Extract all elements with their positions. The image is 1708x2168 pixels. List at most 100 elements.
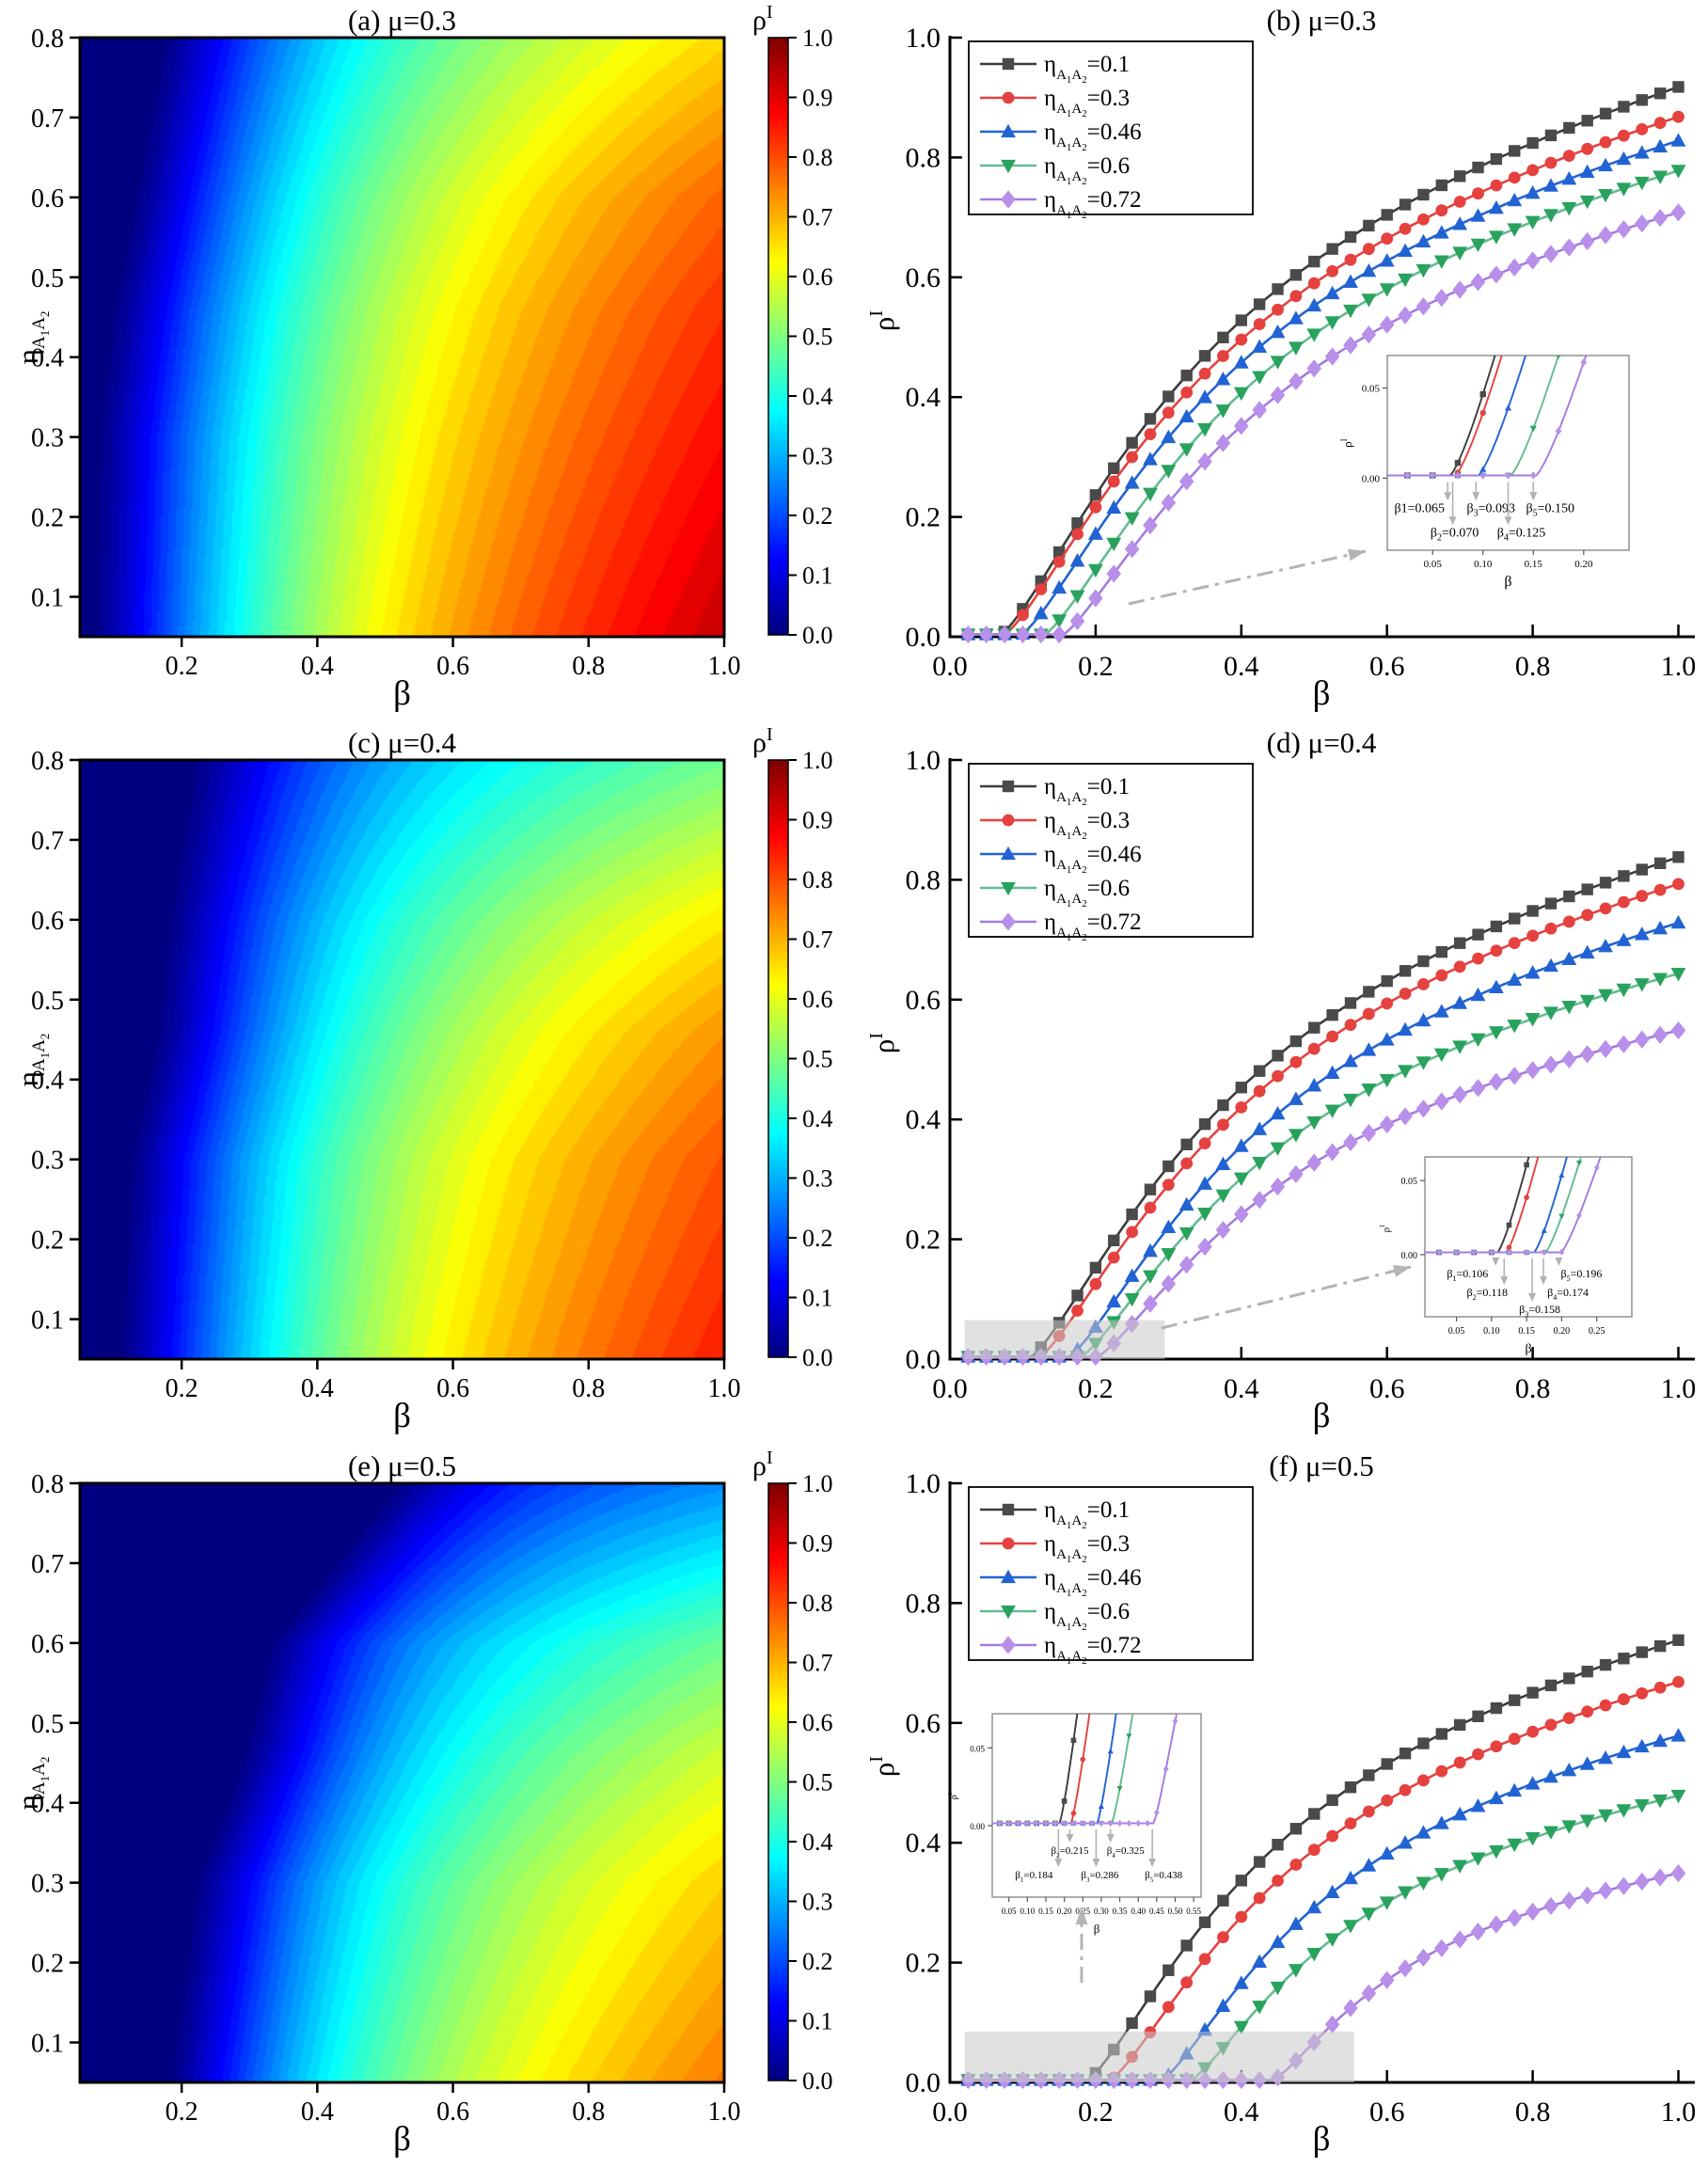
colorbar-2-label: ρI bbox=[752, 724, 773, 758]
marker-triangle-down bbox=[1233, 387, 1249, 402]
colorbar-tick-label: 0.1 bbox=[802, 1285, 833, 1312]
marker-triangle-down bbox=[1215, 404, 1231, 419]
inset-ylabel: ρI bbox=[1379, 1225, 1392, 1233]
y-tick-label: 0.8 bbox=[31, 24, 64, 54]
marker-diamond bbox=[1670, 203, 1686, 222]
series-line bbox=[964, 139, 1679, 636]
y-tick-label: 0.8 bbox=[906, 864, 941, 895]
colorbar-tick-label: 0.2 bbox=[802, 502, 833, 530]
marker-triangle-up bbox=[1653, 1733, 1668, 1748]
marker-square bbox=[1080, 1670, 1085, 1675]
marker-circle bbox=[1508, 171, 1521, 184]
marker-diamond bbox=[1507, 1067, 1523, 1085]
marker-square bbox=[1581, 49, 1587, 55]
marker-triangle-up bbox=[1653, 920, 1668, 935]
marker-triangle-up bbox=[1161, 429, 1177, 444]
marker-triangle-up bbox=[1124, 475, 1140, 489]
marker-triangle-up bbox=[1098, 1803, 1104, 1809]
threshold-annotation: β2=0.215 bbox=[1051, 1845, 1089, 1859]
panel-b-title: (b) μ=0.3 bbox=[1266, 4, 1377, 37]
marker-triangle-up bbox=[1543, 957, 1558, 973]
y-tick-label: 0.7 bbox=[31, 1550, 64, 1579]
marker-diamond bbox=[1429, 471, 1436, 480]
marker-triangle-up bbox=[1252, 1954, 1268, 1969]
marker-diamond bbox=[1106, 564, 1122, 583]
threshold-annotation: β1=0.106 bbox=[1447, 1267, 1488, 1283]
colorbar-tick-label: 0.1 bbox=[802, 562, 833, 590]
colorbar-tick-label: 0.3 bbox=[802, 1889, 833, 1916]
marker-circle bbox=[1599, 1699, 1612, 1712]
x-tick-label: 0.6 bbox=[436, 2097, 469, 2127]
marker-triangle-down bbox=[1052, 614, 1068, 628]
marker-triangle-down bbox=[1594, 1103, 1600, 1109]
marker-square bbox=[1629, 775, 1635, 781]
threshold-annotation: β5=0.196 bbox=[1560, 1267, 1602, 1283]
marker-triangle-down bbox=[1379, 1896, 1395, 1910]
marker-diamond bbox=[1052, 625, 1067, 644]
marker-circle bbox=[1490, 1740, 1503, 1753]
x-tick-label: 0.6 bbox=[436, 1374, 469, 1403]
legend-label: ηA1A2=0.46 bbox=[1044, 1565, 1142, 1599]
y-tick-label: 0.3 bbox=[31, 1147, 64, 1176]
marker-triangle-down bbox=[1135, 1679, 1141, 1685]
colorbar-tick-label: 0.6 bbox=[802, 263, 833, 291]
marker-square bbox=[1344, 997, 1357, 1009]
marker-circle bbox=[1417, 1774, 1430, 1787]
threshold-annotation: β4=0.174 bbox=[1547, 1286, 1589, 1302]
marker-triangle-down bbox=[1143, 487, 1158, 502]
marker-square bbox=[1162, 1160, 1175, 1173]
marker-triangle-down bbox=[1670, 1789, 1686, 1804]
heatmap-c-ylabel: ηA1A2 bbox=[11, 1033, 52, 1087]
y-tick-label: 0.4 bbox=[31, 1067, 64, 1096]
marker-triangle-down bbox=[1124, 512, 1140, 526]
x-tick-label: 0.8 bbox=[1515, 651, 1551, 682]
marker-triangle-up bbox=[1178, 408, 1194, 423]
legend-box bbox=[968, 40, 1254, 215]
marker-square bbox=[1308, 1808, 1321, 1820]
marker-diamond bbox=[1580, 358, 1588, 367]
x-tick-label: 0.6 bbox=[1369, 1373, 1405, 1404]
marker-triangle-down bbox=[1001, 1605, 1016, 1620]
y-tick-label: 0.8 bbox=[906, 142, 941, 173]
colorbar-tick-label: 0.0 bbox=[802, 2067, 833, 2095]
marker-diamond bbox=[960, 625, 976, 644]
arrowhead bbox=[1148, 1859, 1157, 1867]
marker-triangle-up bbox=[1233, 355, 1249, 369]
marker-circle bbox=[1253, 318, 1266, 331]
arrowhead bbox=[1555, 1257, 1563, 1266]
marker-triangle-down bbox=[1178, 443, 1194, 457]
marker-diamond bbox=[1052, 1819, 1058, 1828]
marker-triangle-up bbox=[1306, 1078, 1322, 1092]
y-tick-label: 0.2 bbox=[31, 1950, 64, 1979]
marker-diamond bbox=[1453, 1248, 1460, 1257]
marker-diamond bbox=[1470, 273, 1486, 292]
marker-triangle-down bbox=[1579, 1814, 1595, 1828]
inset-leaders bbox=[1075, 548, 1412, 1983]
marker-triangle-up bbox=[1306, 297, 1322, 312]
marker-circle bbox=[1618, 129, 1630, 142]
marker-triangle-down bbox=[1415, 1056, 1431, 1070]
inset-x-tick-label: 0.15 bbox=[1525, 559, 1543, 570]
marker-triangle-down bbox=[1470, 1033, 1486, 1047]
inset-y-tick-label: 0.05 bbox=[1362, 384, 1381, 395]
marker-triangle-up bbox=[1379, 253, 1395, 267]
marker-triangle-up bbox=[1634, 145, 1650, 159]
marker-diamond bbox=[1543, 245, 1558, 263]
marker-triangle-up bbox=[1452, 1806, 1468, 1821]
marker-triangle-down bbox=[1525, 215, 1541, 230]
marker-square bbox=[1453, 1718, 1466, 1732]
marker-square bbox=[1417, 955, 1430, 968]
inset-y-tick-label: 0.00 bbox=[970, 1822, 985, 1831]
marker-triangle-up bbox=[1215, 1156, 1231, 1171]
panel-f-legend: ηA1A2=0.1ηA1A2=0.3ηA1A2=0.46ηA1A2=0.6ηA1… bbox=[968, 1486, 1254, 1667]
marker-circle bbox=[1253, 1084, 1266, 1098]
marker-circle bbox=[1594, 938, 1600, 943]
marker-circle bbox=[1307, 1844, 1321, 1857]
marker-circle bbox=[1636, 122, 1649, 135]
colorbar-tick-label: 0.5 bbox=[802, 1046, 833, 1073]
marker-square bbox=[1618, 870, 1630, 882]
marker-square bbox=[1559, 1026, 1565, 1032]
marker-square bbox=[1162, 390, 1175, 403]
marker-square bbox=[1089, 1261, 1102, 1274]
marker-triangle-up bbox=[1530, 327, 1537, 333]
